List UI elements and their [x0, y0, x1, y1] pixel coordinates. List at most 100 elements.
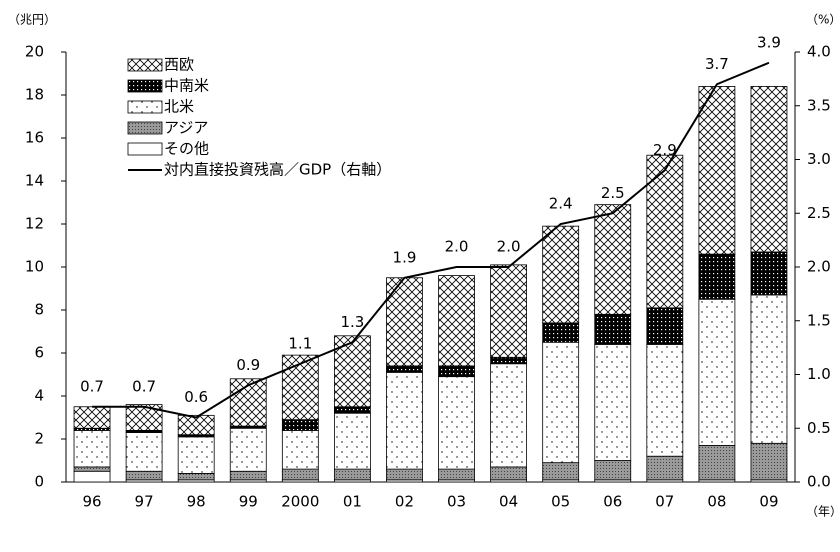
legend-swatch — [127, 121, 163, 135]
bar-segment — [438, 376, 475, 470]
data-label: 1.1 — [288, 334, 312, 352]
bar-segment — [386, 371, 423, 470]
bar-segment — [281, 354, 319, 421]
bar-segment — [333, 406, 371, 414]
x-tick-label: 08 — [707, 493, 726, 511]
x-tick-label: 03 — [447, 493, 466, 511]
bar-segment — [750, 294, 788, 444]
bar-segment — [438, 468, 475, 481]
legend-label: 中南米 — [164, 77, 209, 95]
bar-segment — [698, 253, 736, 300]
x-tick-label: 07 — [655, 493, 674, 511]
data-label: 3.9 — [757, 33, 781, 51]
data-label: 2.4 — [549, 195, 573, 213]
y2-tick-label: 1.0 — [807, 365, 831, 383]
legend-swatch — [127, 142, 163, 156]
x-tick-label: 02 — [395, 493, 414, 511]
y2-tick-label: 3.5 — [807, 96, 831, 114]
data-label: 0.6 — [184, 388, 208, 406]
bar-segment — [229, 470, 267, 481]
bar-segment — [646, 343, 684, 457]
bar-segment — [177, 436, 215, 474]
y-unit: （兆円） — [8, 13, 56, 27]
x-tick-label: 97 — [135, 493, 154, 511]
bar-segment — [698, 445, 736, 481]
bar-segment — [594, 204, 632, 315]
y-tick-label: 6 — [34, 344, 44, 362]
x-tick-label: 98 — [187, 493, 206, 511]
data-label: 3.7 — [705, 55, 729, 73]
legend-label: アジア — [164, 119, 208, 137]
y2-tick-label: 0.5 — [807, 419, 831, 437]
bar-segment — [438, 365, 475, 378]
data-label: 2.5 — [601, 184, 625, 202]
bar-segment — [542, 341, 580, 464]
bar-segment — [646, 154, 684, 309]
y-tick-label: 18 — [25, 86, 44, 104]
bar-segment — [229, 427, 267, 472]
bar-segment — [750, 86, 788, 253]
y-tick-label: 10 — [25, 258, 44, 276]
data-label: 0.7 — [80, 377, 104, 395]
ratio-line — [92, 61, 770, 419]
bar-segment — [438, 275, 475, 367]
x-tick-label: 04 — [499, 493, 518, 511]
bar-segment — [73, 466, 111, 472]
y2-tick-label: 4.0 — [807, 43, 831, 61]
x-tick-label: 2000 — [281, 493, 319, 511]
data-label: 2.0 — [445, 238, 469, 256]
data-label: 1.9 — [393, 248, 417, 266]
y2-unit: （%） — [806, 13, 840, 27]
bar-segment — [750, 251, 788, 296]
y2-tick-label: 0.0 — [807, 473, 831, 491]
y2-tick-label: 2.0 — [807, 258, 831, 276]
bar-segment — [490, 264, 528, 358]
bar-segment — [333, 412, 371, 470]
y2-tick-label: 1.5 — [807, 311, 831, 329]
bar-segment — [73, 406, 111, 429]
bar-segment — [542, 462, 580, 481]
bar-segment — [281, 468, 319, 481]
y-tick-label: 0 — [34, 473, 44, 491]
y-tick-label: 14 — [25, 172, 44, 190]
data-label: 0.7 — [132, 377, 156, 395]
bar-segment — [698, 86, 736, 255]
bar-segment — [698, 298, 736, 446]
data-label: 1.3 — [340, 313, 364, 331]
y2-tick-label: 3.0 — [807, 150, 831, 168]
x-unit: （年） — [806, 505, 840, 519]
data-label: 2.0 — [497, 238, 521, 256]
bar-segment — [646, 307, 684, 345]
bar-segment — [386, 277, 423, 367]
x-tick-label: 09 — [759, 493, 778, 511]
y-tick-label: 16 — [25, 129, 44, 147]
y-tick-label: 20 — [25, 43, 44, 61]
bar-segment — [281, 429, 319, 470]
legend-swatch — [127, 79, 163, 93]
y-tick-label: 12 — [25, 215, 44, 233]
bar-segment — [542, 322, 580, 343]
bar-segment — [594, 460, 632, 481]
legend-label: その他 — [164, 140, 209, 158]
x-tick-label: 01 — [343, 493, 362, 511]
bar-segment — [646, 455, 684, 481]
bar-segment — [490, 356, 528, 365]
bar-segment — [177, 414, 215, 436]
bar-segment — [73, 470, 111, 483]
y-tick-label: 8 — [34, 301, 44, 319]
y2-tick-label: 2.5 — [807, 204, 831, 222]
data-label: 0.9 — [236, 356, 260, 374]
bar-segment — [386, 468, 423, 481]
bar-segment — [229, 378, 267, 427]
bar-segment — [490, 363, 528, 468]
legend-label: 西欧 — [164, 56, 194, 74]
bar-segment — [750, 442, 788, 481]
x-tick-label: 05 — [551, 493, 570, 511]
x-tick-label: 96 — [82, 493, 101, 511]
y-tick-label: 4 — [34, 387, 44, 405]
bar-segment — [281, 419, 319, 431]
bar-segment — [386, 365, 423, 373]
data-label: 2.9 — [653, 141, 677, 159]
bar-segment — [125, 432, 163, 472]
